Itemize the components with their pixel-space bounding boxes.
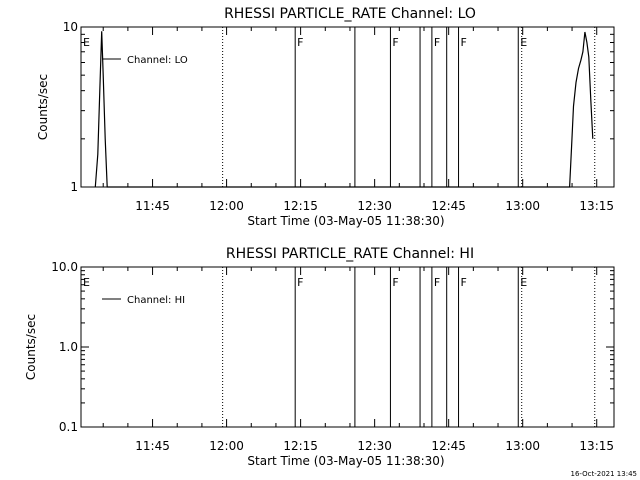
event-marker-label: F: [461, 276, 467, 289]
footer-date: 16-Oct-2021 13:45: [571, 470, 637, 478]
legend-label: Channel: LO: [127, 55, 188, 66]
legend-label: Channel: HI: [127, 295, 185, 306]
x-tick-label: 12:15: [283, 439, 318, 453]
plot-frame: [80, 266, 615, 428]
x-tick-label: 13:00: [505, 439, 540, 453]
event-marker-label: F: [434, 276, 440, 289]
series-line-0: [94, 31, 594, 188]
event-marker-label: F: [392, 276, 398, 289]
y-axis-label: Counts/sec: [36, 74, 50, 140]
event-marker-label: F: [297, 36, 303, 49]
x-tick-label: 12:00: [209, 439, 244, 453]
event-marker-label: E: [520, 36, 527, 49]
event-marker-label: E: [83, 276, 90, 289]
event-marker-label: F: [434, 36, 440, 49]
x-tick-label: 13:00: [505, 199, 540, 213]
event-marker-label: E: [520, 276, 527, 289]
y-axis-label: Counts/sec: [24, 314, 38, 380]
x-tick-label: 11:45: [135, 439, 170, 453]
y-tick-label: 1.0: [59, 340, 78, 354]
x-tick-label: 12:15: [283, 199, 318, 213]
event-marker-label: E: [83, 36, 90, 49]
x-tick-label: 12:30: [357, 439, 392, 453]
event-marker-label: F: [461, 36, 467, 49]
x-tick-label: 13:15: [579, 439, 614, 453]
x-tick-label: 12:00: [209, 199, 244, 213]
x-axis-label: Start Time (03-May-05 11:38:30): [247, 214, 444, 228]
chart-title: RHESSI PARTICLE_RATE Channel: HI: [226, 246, 474, 262]
x-tick-label: 12:45: [431, 439, 466, 453]
x-axis-label: Start Time (03-May-05 11:38:30): [247, 454, 444, 468]
y-tick-label: 1: [70, 180, 78, 194]
event-marker-label: F: [392, 36, 398, 49]
y-tick-label: 0.1: [59, 420, 78, 434]
event-marker-label: F: [297, 276, 303, 289]
y-tick-label: 10.0: [51, 260, 78, 274]
x-tick-label: 12:45: [431, 199, 466, 213]
x-tick-label: 11:45: [135, 199, 170, 213]
plot-frame: [80, 26, 615, 188]
chart-title: RHESSI PARTICLE_RATE Channel: LO: [224, 6, 476, 22]
y-tick-label: 10: [63, 20, 78, 34]
x-tick-label: 12:30: [357, 199, 392, 213]
x-tick-label: 13:15: [579, 199, 614, 213]
